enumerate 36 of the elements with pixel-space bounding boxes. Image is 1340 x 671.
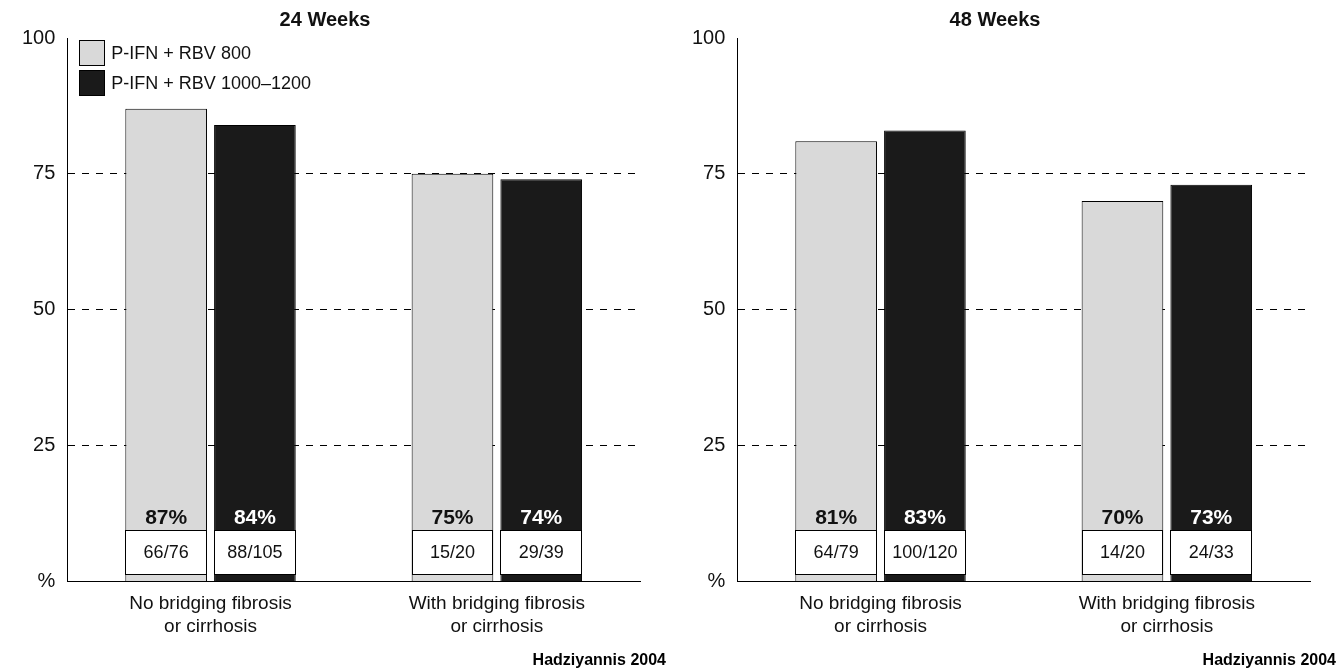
annotation: 88/105 [214, 530, 296, 576]
data-label: 87% [145, 504, 188, 528]
y-tick-label: 25 [33, 433, 56, 456]
y-tick-label: 25 [703, 433, 726, 456]
x-tick-label: With bridging fibrosis or cirrhosis [408, 592, 586, 636]
data-label: 73% [1190, 504, 1233, 528]
y-tick-label: 50 [33, 297, 56, 320]
data-label: 84% [233, 504, 277, 528]
y-tick-label: 75 [33, 161, 56, 184]
y-tick-label: % [707, 568, 726, 591]
y-tick-label: 100 [21, 25, 56, 48]
x-tick-label: With bridging fibrosis or cirrhosis [1078, 592, 1256, 636]
data-label: 75% [431, 504, 474, 528]
y-tick-label: 75 [703, 161, 726, 184]
data-label: 74% [520, 504, 563, 528]
data-label: 70% [1101, 504, 1144, 528]
x-tick-label: No bridging fibrosis or cirrhosis [799, 592, 962, 636]
annotation: 64/79 [795, 530, 877, 576]
annotation: 24/33 [1170, 530, 1253, 576]
annotation: 66/76 [125, 530, 207, 576]
annotation: 29/39 [500, 530, 583, 576]
chart-title: 24 Weeks [279, 7, 371, 30]
legend-label: P-IFN + RBV 1000–1200 [111, 72, 311, 94]
y-tick-label: 50 [703, 297, 726, 320]
legend-label: P-IFN + RBV 800 [111, 42, 251, 64]
y-tick-label: 100 [691, 25, 726, 48]
annotation: 14/20 [1081, 530, 1164, 576]
x-tick-label: No bridging fibrosis or cirrhosis [129, 592, 292, 636]
text: Hadziyannis 2004 [1202, 651, 1336, 669]
annotation: 100/120 [884, 530, 966, 576]
annotation: 15/20 [411, 530, 494, 576]
y-tick-label: % [37, 568, 56, 591]
chart-title: 48 Weeks [949, 7, 1041, 30]
text: Hadziyannis 2004 [532, 651, 666, 669]
data-label: 81% [815, 504, 858, 528]
data-label: 83% [903, 504, 947, 528]
